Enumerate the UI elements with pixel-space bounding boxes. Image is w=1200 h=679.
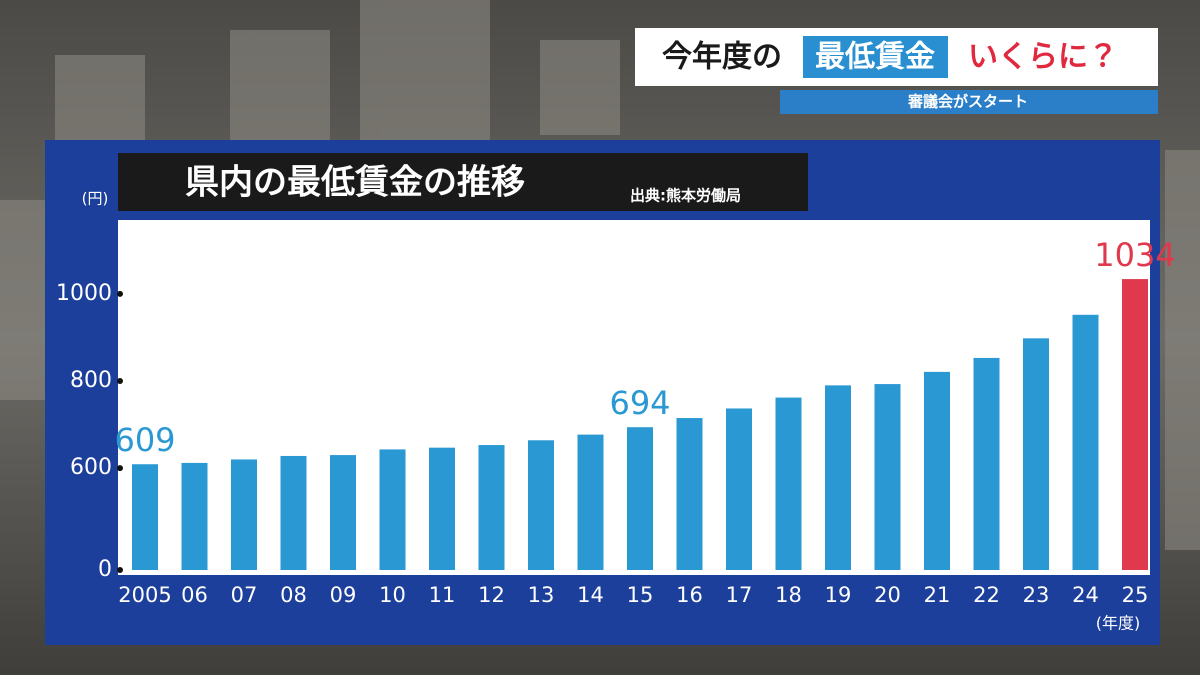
bar	[676, 418, 703, 570]
bar	[280, 455, 307, 570]
bar	[973, 357, 1000, 570]
y-tick-label: 0	[98, 557, 112, 582]
x-tick-label: 17	[726, 583, 753, 607]
source: 出典:熊本労働局	[630, 187, 741, 205]
x-tick-label: 21	[924, 583, 951, 607]
bar	[379, 449, 406, 570]
x-tick-label: 25	[1122, 583, 1149, 607]
y-unit: (円)	[82, 190, 109, 208]
y-tick-label: 800	[70, 368, 112, 393]
bar	[1023, 338, 1049, 570]
y-tick-label: 1000	[56, 281, 112, 306]
bar	[577, 434, 604, 570]
x-tick-label: 08	[280, 583, 307, 607]
data-label: 609	[114, 421, 175, 459]
x-tick-label: 2005	[118, 583, 171, 607]
x-tick-label: 23	[1023, 583, 1050, 607]
x-tick-label: 13	[528, 583, 555, 607]
chart-title: 県内の最低賃金の推移	[185, 163, 525, 203]
x-tick-label: 15	[627, 583, 654, 607]
data-label: 1034	[1094, 236, 1175, 274]
headline-highlight-box	[803, 36, 948, 78]
y-tick-mark	[117, 567, 123, 573]
bar	[132, 464, 158, 570]
x-tick-label: 20	[874, 583, 901, 607]
bar	[775, 397, 802, 570]
bar	[825, 385, 851, 570]
x-tick-label: 22	[973, 583, 1000, 607]
bar	[1072, 314, 1099, 570]
x-tick-label: 11	[429, 583, 456, 607]
buildings	[0, 0, 1200, 550]
bar	[924, 371, 950, 570]
data-label: 694	[609, 384, 670, 422]
bar	[1122, 279, 1148, 570]
x-tick-label: 12	[478, 583, 505, 607]
bar	[627, 427, 653, 570]
x-tick-label: 24	[1072, 583, 1099, 607]
bar	[528, 440, 554, 570]
x-tick-label: 14	[577, 583, 604, 607]
y-tick-mark	[117, 378, 123, 385]
bar	[726, 408, 752, 570]
x-tick-label: 06	[181, 583, 208, 607]
y-tick-label: 600	[70, 455, 112, 480]
bar	[231, 459, 257, 570]
x-tick-label: 10	[379, 583, 406, 607]
bar	[330, 455, 356, 570]
subtitle: 審議会がスタート	[907, 93, 1028, 111]
subtitle-bar	[780, 90, 1158, 114]
y-tick-mark	[117, 290, 123, 297]
x-tick-label: 07	[231, 583, 258, 607]
y-tick-mark	[117, 465, 123, 472]
x-tick-label: 18	[775, 583, 802, 607]
headline-highlight: 最低賃金	[815, 40, 935, 75]
x-tick-label: 16	[676, 583, 703, 607]
bar	[478, 445, 505, 570]
bar	[429, 447, 455, 570]
headline-tail: いくらに？	[968, 40, 1118, 75]
headline-lead: 今年度の	[662, 40, 782, 75]
x-tick-label: 19	[825, 583, 852, 607]
x-tick-label: 09	[330, 583, 357, 607]
bar	[181, 462, 208, 570]
title-bar	[118, 153, 808, 211]
x-unit: (年度)	[1096, 614, 1141, 633]
bar	[874, 384, 901, 570]
